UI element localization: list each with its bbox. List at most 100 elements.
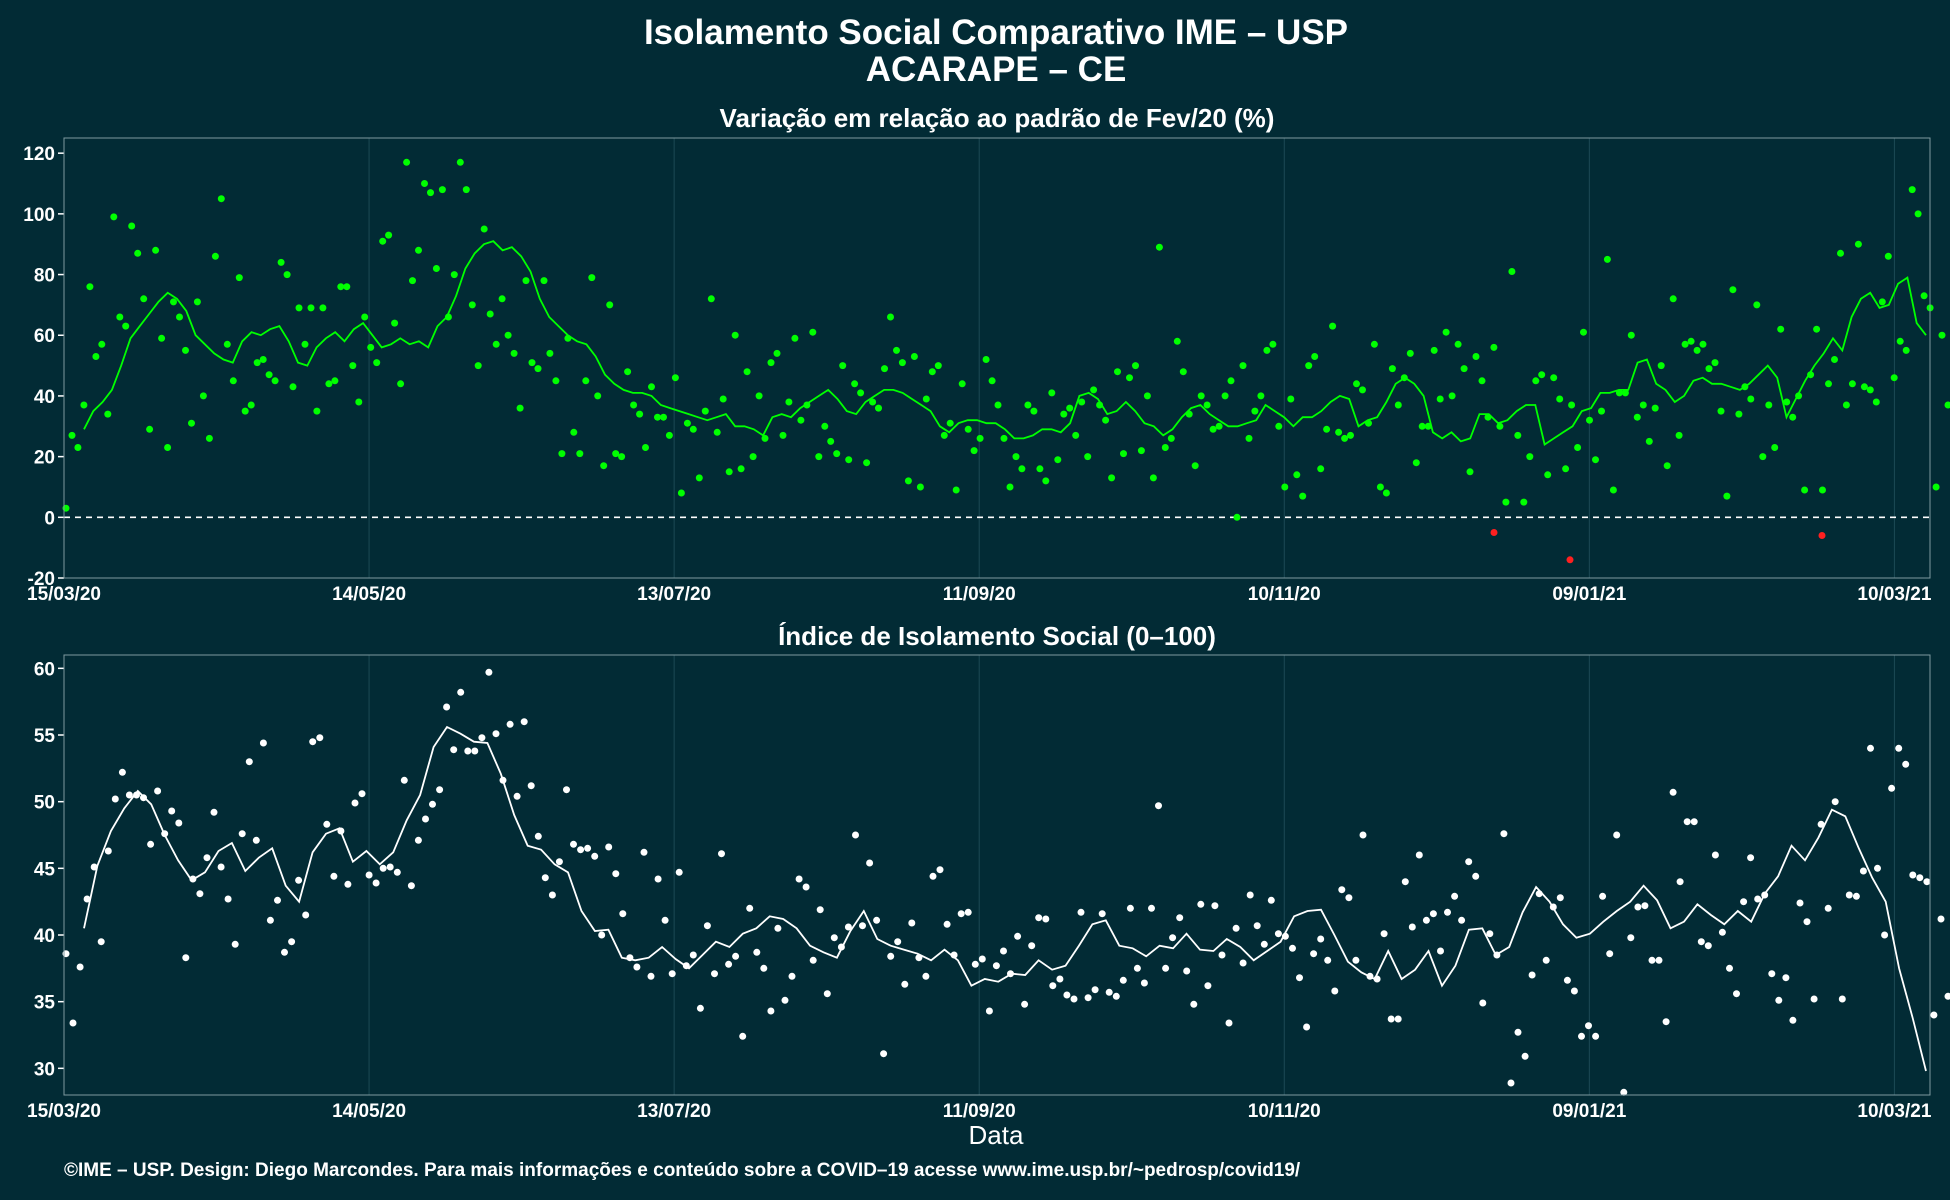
p1-data-point	[1651, 404, 1659, 412]
p1-data-point	[373, 359, 381, 367]
p1-data-point	[1155, 243, 1163, 251]
p1-data-point	[253, 359, 261, 367]
p2-data-point	[943, 920, 951, 928]
p2-data-point	[83, 895, 91, 903]
p1-data-point	[1287, 395, 1295, 403]
p2-data-point	[971, 960, 979, 968]
p2-data-point	[887, 952, 895, 960]
p1-data-point	[1353, 380, 1360, 388]
p2-data-point	[760, 964, 768, 972]
p1-data-point	[504, 331, 512, 339]
p2-data-point	[873, 916, 881, 924]
p1-data-point	[1132, 362, 1139, 370]
p2-data-point	[1613, 831, 1621, 839]
p1-data-point	[1149, 474, 1157, 482]
p2-data-point	[1422, 916, 1430, 924]
p1-data-point	[415, 246, 422, 254]
p2-data-point	[1056, 975, 1064, 983]
p2-data-point	[605, 843, 613, 851]
p1-data-point	[1191, 462, 1199, 470]
p2-data-point	[1021, 1000, 1029, 1008]
p2-panel-border	[63, 654, 1931, 1096]
p2-data-point	[1782, 974, 1790, 982]
p1-data-point	[1137, 447, 1145, 455]
p1-data-point	[122, 322, 130, 330]
p1-data-point	[432, 265, 440, 272]
p1-data-point	[719, 395, 727, 403]
p1-data-point	[588, 274, 596, 282]
p2-data-point	[1578, 1032, 1585, 1040]
p2-data-point	[295, 876, 303, 884]
p1-data-point	[1878, 298, 1886, 306]
p2-data-point	[1451, 892, 1459, 900]
p2-data-point	[1838, 995, 1846, 1003]
p2-data-point	[1415, 851, 1423, 859]
p1-data-point	[1502, 498, 1510, 506]
p1-data-point	[247, 401, 255, 409]
p1-x-tick-label: 11/09/20	[943, 584, 1016, 605]
p1-data-point	[1884, 252, 1892, 260]
p2-data-point	[1859, 867, 1867, 875]
p1-data-point	[492, 340, 500, 348]
p2-data-point	[866, 859, 874, 867]
p2-data-point	[1338, 886, 1346, 894]
p2-data-point	[513, 792, 521, 800]
p2-data-point	[1162, 964, 1170, 972]
p2-data-point	[175, 819, 183, 827]
p2-data-point	[1874, 864, 1881, 872]
p1-data-point	[994, 401, 1002, 409]
p2-data-point	[830, 934, 838, 942]
p1-data-point	[1376, 483, 1384, 491]
p1-data-point	[1753, 301, 1761, 309]
p1-data-point	[576, 450, 584, 458]
p1-data-point	[606, 301, 614, 309]
p2-data-point	[1444, 908, 1451, 916]
p1-data-point	[259, 356, 267, 363]
p1-data-point	[1944, 401, 1950, 409]
p1-data-point	[821, 422, 829, 430]
p1-negative-point	[1566, 556, 1574, 564]
p1-data-point	[1526, 453, 1534, 461]
p2-data-point	[1317, 935, 1325, 943]
p2-data-point	[266, 916, 274, 924]
p2-data-point	[457, 688, 465, 696]
p1-data-point	[1789, 413, 1797, 421]
p2-data-point	[1648, 956, 1656, 964]
p1-data-point	[570, 428, 578, 436]
p1-data-point	[725, 468, 733, 476]
p1-data-point	[1275, 422, 1283, 430]
p2-data-point	[1888, 784, 1896, 792]
p1-data-point	[379, 237, 387, 245]
p2-data-point	[1324, 956, 1332, 964]
p1-data-point	[241, 407, 249, 415]
p1-data-point	[1430, 346, 1438, 354]
p1-data-point	[1012, 453, 1020, 461]
p2-data-point	[591, 852, 599, 860]
p2-data-point	[443, 703, 451, 711]
p1-data-point	[1842, 401, 1850, 409]
p2-data-point	[407, 882, 415, 890]
p1-data-point	[1645, 437, 1653, 445]
p1-data-point	[797, 416, 805, 424]
p2-data-point	[647, 972, 655, 980]
p1-data-point	[869, 398, 877, 406]
p1-data-point	[1209, 425, 1217, 433]
p2-data-point	[661, 916, 669, 924]
p1-data-point	[612, 450, 620, 458]
p1-data-point	[1305, 362, 1313, 370]
p1-data-point	[791, 334, 799, 342]
p2-data-point	[1140, 979, 1148, 987]
p1-x-tick-label: 14/05/20	[332, 584, 406, 605]
p2-data-point	[351, 799, 359, 807]
p1-data-point	[325, 380, 333, 388]
p2-data-point	[104, 847, 112, 855]
p1-data-point	[421, 180, 428, 187]
p2-data-point	[894, 938, 902, 946]
p1-data-point	[283, 271, 291, 279]
p2-data-point	[739, 1032, 747, 1040]
p2-data-point	[1486, 930, 1494, 938]
p2-data-point	[1789, 1016, 1797, 1024]
p2-y-tick-label: 40	[34, 926, 55, 947]
p2-data-point	[753, 948, 761, 956]
p2-data-point	[1289, 944, 1296, 952]
